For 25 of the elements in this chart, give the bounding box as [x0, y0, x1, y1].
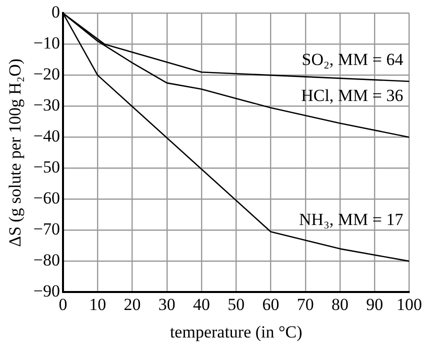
x-tick-label: 90 — [366, 294, 384, 314]
y-tick-label: −80 — [33, 250, 60, 270]
x-axis-title: temperature (in °C) — [170, 322, 302, 342]
x-tick-label: 50 — [228, 294, 245, 314]
series-label: NH₃, MM = 17 — [298, 210, 404, 229]
y-tick-label: −30 — [33, 96, 60, 115]
series-label: SO₂, MM = 64 — [302, 50, 404, 70]
x-tick-label: 20 — [124, 294, 141, 314]
series-label: HCl, MM = 36 — [301, 86, 404, 105]
y-tick-label: −60 — [33, 188, 60, 208]
y-tick-label: −10 — [33, 34, 60, 53]
y-tick-label: 0 — [51, 2, 60, 22]
x-tick-label: 60 — [262, 294, 280, 314]
y-tick-label: −90 — [33, 282, 60, 301]
x-tick-label: 80 — [331, 294, 348, 314]
y-tick-label: −50 — [33, 158, 60, 177]
x-tick-label: 100 — [396, 294, 422, 314]
y-axis-title: ΔS (g solute per 100g H₂O) — [6, 58, 25, 247]
x-tick-label: 10 — [89, 294, 106, 314]
y-tick-label: −70 — [33, 220, 60, 239]
x-tick-label: 70 — [296, 294, 314, 314]
y-tick-label: −40 — [33, 126, 60, 146]
x-tick-label: 30 — [158, 294, 176, 314]
y-tick-label: −20 — [33, 64, 60, 84]
x-tick-label: 40 — [192, 294, 210, 314]
